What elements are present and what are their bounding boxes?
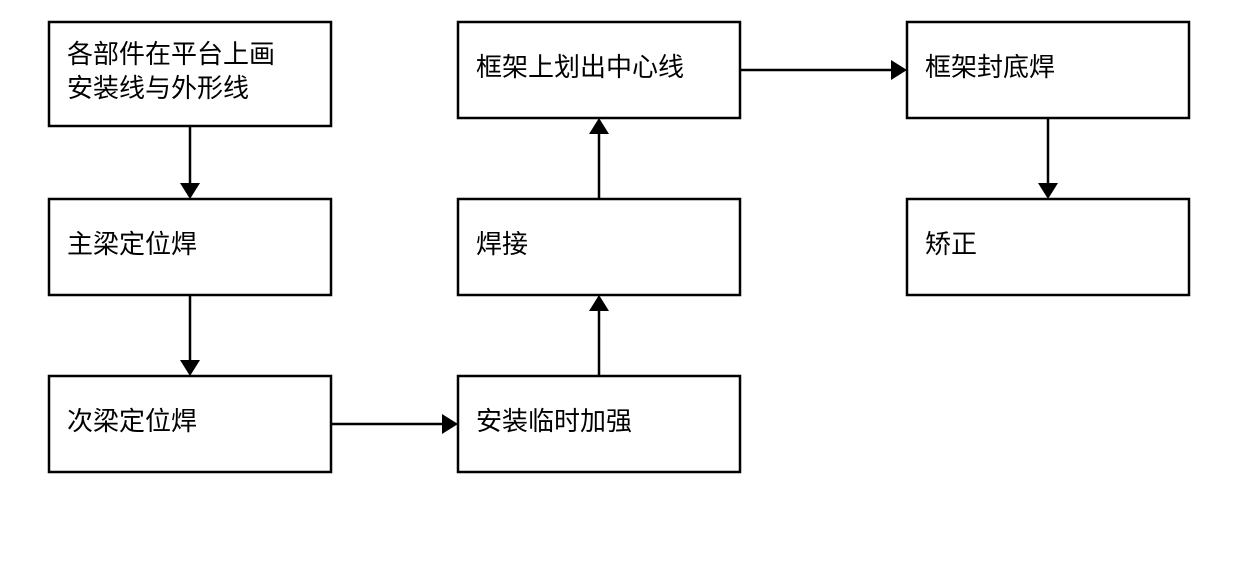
flow-node: 各部件在平台上画安装线与外形线 xyxy=(49,22,331,126)
flow-node: 焊接 xyxy=(458,199,740,295)
flow-node-label: 安装临时加强 xyxy=(476,407,632,436)
flow-node-label: 框架上划出中心线 xyxy=(476,53,684,82)
flow-node: 主梁定位焊 xyxy=(49,199,331,295)
flow-node: 次梁定位焊 xyxy=(49,376,331,472)
flow-node: 框架封底焊 xyxy=(907,22,1189,118)
flow-node: 矫正 xyxy=(907,199,1189,295)
flow-node-label: 框架封底焊 xyxy=(925,53,1055,82)
flow-node-label: 各部件在平台上画 xyxy=(67,40,275,69)
flow-node-label: 矫正 xyxy=(925,230,977,259)
flow-node-label: 安装线与外形线 xyxy=(67,74,249,103)
flow-node: 安装临时加强 xyxy=(458,376,740,472)
flow-node-label: 焊接 xyxy=(476,230,528,259)
flow-node-label: 次梁定位焊 xyxy=(67,407,197,436)
flow-node-label: 主梁定位焊 xyxy=(67,230,197,259)
flowchart-canvas: 各部件在平台上画安装线与外形线主梁定位焊次梁定位焊安装临时加强焊接框架上划出中心… xyxy=(0,0,1240,573)
flow-node: 框架上划出中心线 xyxy=(458,22,740,118)
